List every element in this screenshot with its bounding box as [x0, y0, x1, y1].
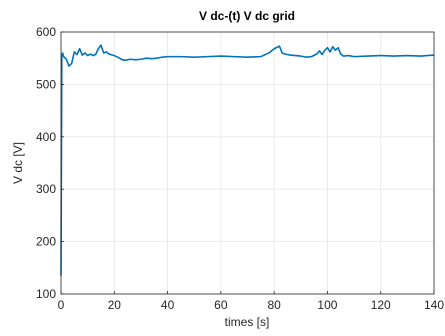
y-tick-label: 500: [36, 77, 56, 91]
y-axis-label: V dc [V]: [11, 142, 25, 184]
plot-area: [61, 32, 434, 294]
x-axis-label: times [s]: [225, 315, 270, 329]
x-tick-label: 120: [371, 298, 391, 312]
y-tick-label: 600: [36, 25, 56, 39]
x-tick-label: 0: [58, 298, 65, 312]
series-line: [60, 44, 435, 276]
x-tick-label: 100: [317, 298, 337, 312]
plot-frame: [60, 31, 435, 295]
x-tick-label: 60: [214, 298, 228, 312]
x-tick-label: 140: [424, 298, 444, 312]
y-tick-label: 400: [36, 130, 56, 144]
x-axis: 0 20 40 60 80 100 120 140: [58, 291, 444, 312]
x-tick-label: 40: [161, 298, 175, 312]
chart-title: V dc-(t) V dc grid: [199, 9, 295, 23]
x-tick-label: 80: [267, 298, 281, 312]
x-tick-label: 20: [108, 298, 122, 312]
y-tick-label: 200: [36, 235, 56, 249]
y-axis: 100 200 300 400 500 600: [36, 25, 64, 301]
series-layer: [60, 44, 435, 276]
y-tick-label: 300: [36, 182, 56, 196]
y-tick-label: 100: [36, 287, 56, 301]
